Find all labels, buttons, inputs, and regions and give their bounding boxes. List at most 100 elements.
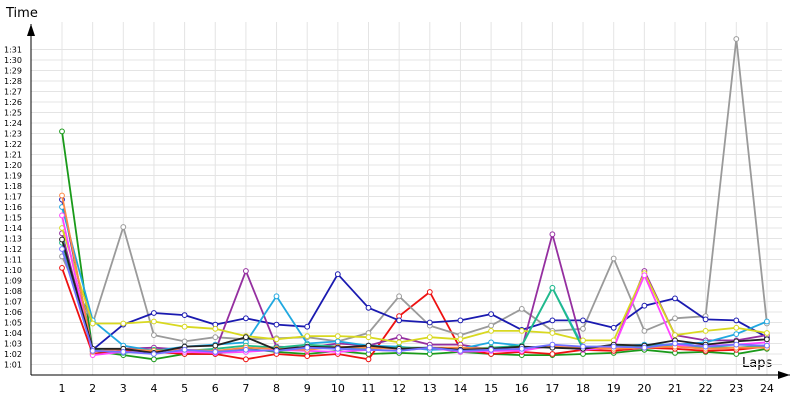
data-point (59, 212, 65, 219)
y-tick-label: 1:09 (4, 277, 22, 286)
data-point (365, 346, 372, 353)
y-tick-label: 1:03 (4, 340, 22, 349)
data-point (672, 332, 678, 339)
data-point (426, 289, 433, 295)
y-tick-label: 1:06 (4, 308, 22, 317)
data-point (59, 192, 65, 199)
data-point (304, 333, 311, 340)
series-line-12 (61, 248, 767, 355)
data-point (702, 328, 709, 334)
data-point (457, 336, 464, 343)
data-point (181, 346, 188, 353)
data-point (549, 285, 556, 291)
y-tick-label: 1:02 (4, 350, 22, 359)
data-point (304, 344, 311, 351)
data-point (549, 330, 556, 336)
data-point (518, 328, 525, 334)
x-tick-label: 8 (273, 382, 280, 395)
data-point (702, 343, 709, 350)
data-point (733, 331, 740, 338)
x-tick-label: 7 (242, 382, 249, 395)
data-point (120, 349, 127, 355)
data-point (488, 346, 495, 353)
y-tick-label: 1:27 (4, 88, 22, 97)
data-point (518, 345, 525, 352)
data-point (580, 317, 586, 324)
data-point (181, 312, 188, 319)
series-line-3 (61, 38, 768, 343)
y-tick-label: 1:19 (4, 172, 22, 181)
data-point (59, 236, 65, 243)
data-point (151, 332, 157, 339)
data-point (764, 342, 770, 349)
data-point (426, 319, 433, 326)
x-axis-title: Laps (742, 356, 773, 371)
x-tick-label: 13 (423, 382, 437, 395)
data-point (396, 348, 403, 354)
data-point (304, 353, 311, 360)
data-point (304, 323, 311, 330)
data-point (181, 323, 188, 330)
data-point (334, 333, 341, 340)
data-point (151, 310, 157, 316)
x-tick-label: 1 (59, 382, 66, 395)
data-point (334, 338, 341, 345)
series-line-1 (61, 131, 768, 361)
data-point (672, 295, 678, 302)
data-point (212, 342, 219, 349)
data-point (151, 351, 157, 357)
x-tick-label: 11 (362, 382, 376, 395)
data-point (764, 330, 770, 336)
y-tick-label: 1:22 (4, 140, 22, 149)
y-tick-label: 1:08 (4, 287, 22, 296)
data-point (488, 339, 495, 346)
data-point (610, 343, 617, 350)
x-tick-label: 17 (545, 382, 559, 395)
data-point (641, 344, 648, 351)
x-tick-label: 9 (304, 382, 311, 395)
data-point (610, 255, 617, 262)
data-point (273, 336, 280, 343)
y-tick-labels: 1:01 1:021:03 1:041:05 1:061:07 1:081:09 1:10… (4, 46, 22, 370)
data-point (273, 321, 280, 328)
data-point (89, 320, 96, 327)
y-tick-label: 1:05 (4, 319, 22, 328)
y-tick-label: 1:17 (4, 193, 22, 202)
data-point (334, 271, 341, 278)
data-point (580, 343, 586, 350)
data-point (641, 328, 648, 334)
y-tick-label: 1:25 (4, 109, 22, 118)
x-tick-label: 2 (89, 382, 96, 395)
data-point (610, 324, 617, 331)
data-point (733, 341, 740, 348)
data-point (243, 268, 249, 274)
data-point (549, 341, 556, 348)
y-tick-label: 1:30 (4, 56, 22, 65)
data-point (702, 316, 709, 323)
series-line-11 (61, 239, 767, 354)
series-line-9 (61, 215, 767, 357)
grid-lines (31, 22, 782, 375)
series-line-6 (61, 206, 768, 352)
data-point (733, 324, 740, 331)
data-point (396, 334, 403, 341)
y-tick-label: 1:04 (4, 329, 22, 338)
data-point (641, 272, 648, 279)
y-tick-label: 1:12 (4, 245, 22, 254)
x-tick-label: 12 (392, 382, 406, 395)
x-tick-label: 21 (668, 382, 682, 395)
y-tick-label: 1:01 (4, 361, 22, 370)
y-tick-label: 1:14 (4, 224, 22, 233)
data-point (764, 318, 770, 325)
data-point (243, 356, 249, 363)
data-point (120, 224, 127, 230)
y-tick-label: 1:20 (4, 161, 22, 170)
data-point (396, 317, 403, 324)
data-point (396, 339, 403, 346)
data-point (396, 293, 403, 300)
data-point (672, 315, 678, 322)
x-tick-label: 22 (699, 382, 713, 395)
data-point (212, 349, 219, 355)
data-point (549, 317, 556, 324)
data-point (365, 334, 372, 341)
